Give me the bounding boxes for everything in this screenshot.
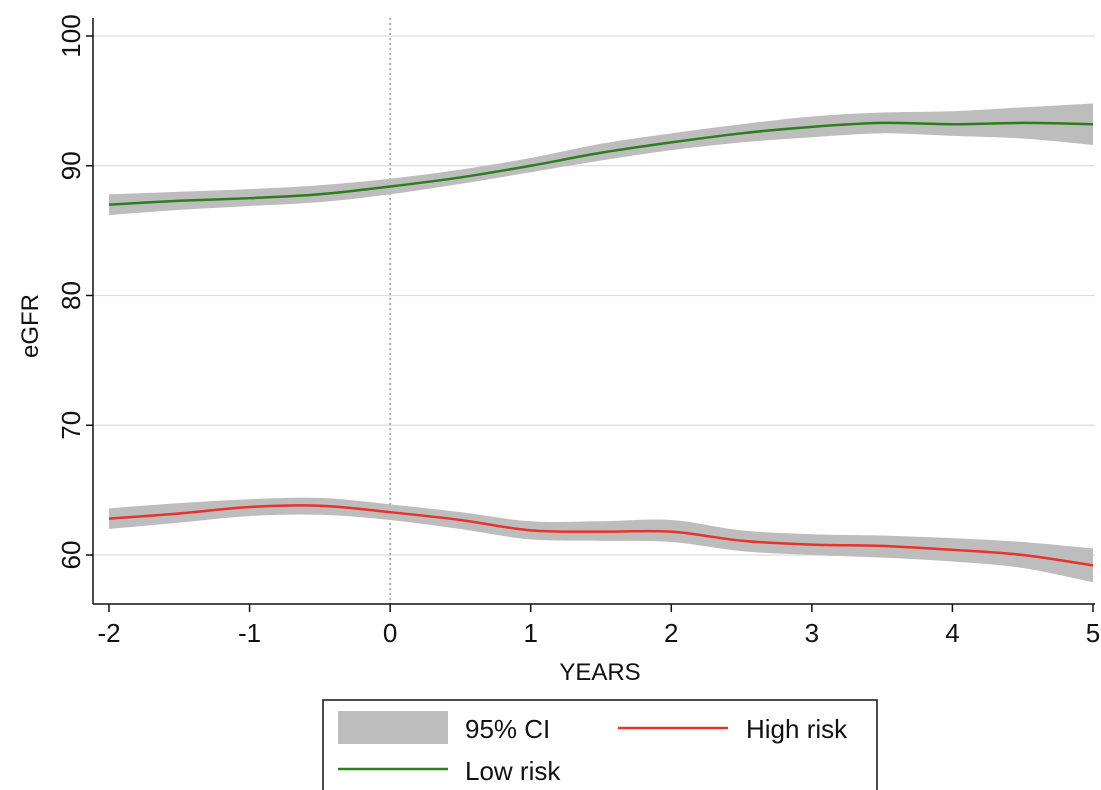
x-tick-label-4: 4 [945,618,959,648]
series-line-high-risk [108,504,1094,567]
x-tick-label-2: 2 [664,618,678,648]
confidence-bands [109,103,1093,583]
series-line-low-risk [108,121,1094,206]
legend-label-ci: 95% CI [465,714,550,744]
legend: 95% CI High risk Low risk [322,699,878,790]
y-tick-label-90: 90 [56,151,86,180]
legend-label-low-risk: Low risk [465,756,561,786]
ci-band-low-risk [109,103,1093,216]
x-tick-label-0: 0 [383,618,397,648]
x-tick-label-1: 1 [523,618,537,648]
x-axis-title: YEARS [559,659,640,686]
legend-ci-swatch [338,711,448,744]
legend-label-high-risk: High risk [746,714,848,744]
x-tick-label--1: -1 [238,618,261,648]
y-tick-label-70: 70 [56,411,86,440]
x-tick-label-3: 3 [805,618,819,648]
ci-band-high-risk [109,497,1093,583]
x-tick-label--2: -2 [97,618,120,648]
x-tick-label-5: 5 [1086,618,1100,648]
y-tick-label-80: 80 [56,281,86,310]
axes: 60 70 80 90 100 -2 -1 0 1 2 3 4 5 [56,14,1100,648]
series-lines [108,121,1094,567]
y-axis-title: eGFR [17,294,44,358]
y-tick-label-100: 100 [56,14,86,57]
y-tick-label-60: 60 [56,541,86,570]
